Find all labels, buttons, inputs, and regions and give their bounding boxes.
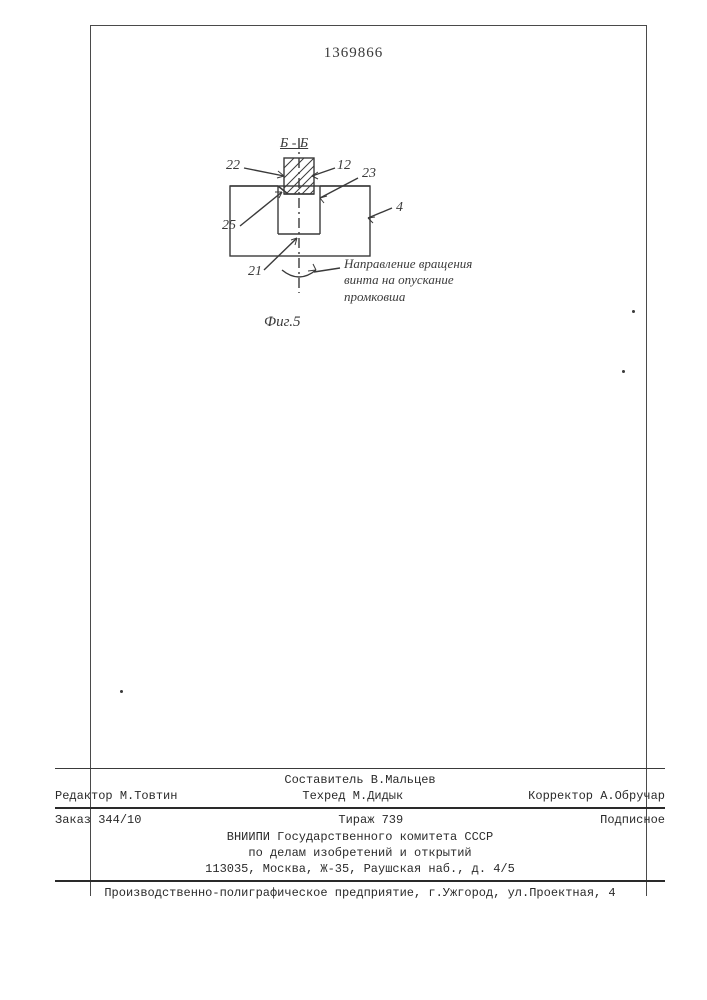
ref-4: 4: [396, 200, 403, 216]
speck: [622, 370, 625, 373]
corrector-name: А.Обручар: [600, 789, 665, 803]
circulation-value: 739: [382, 813, 404, 827]
ref-22: 22: [226, 158, 240, 174]
compiler-row: Составитель В.Мальцев: [55, 772, 665, 788]
ref-25: 25: [222, 218, 236, 234]
imprint-footer: Составитель В.Мальцев Редактор М.Товтин …: [55, 765, 665, 901]
figure-caption: Фиг.5: [264, 314, 300, 331]
order-value: 344/10: [98, 813, 141, 827]
subscription: Подписное: [600, 812, 665, 828]
anno-line-2: винта на опускание: [344, 272, 554, 288]
patent-page: 1369866 Б - Б: [0, 0, 707, 1000]
editor-name: М.Товтин: [120, 789, 178, 803]
order-label: Заказ: [55, 813, 91, 827]
figure-5: Б - Б: [160, 138, 580, 358]
anno-line-1: Направление вращения: [344, 256, 554, 272]
ref-12: 12: [337, 158, 351, 174]
compiler-name: В.Мальцев: [371, 773, 436, 787]
ref-23: 23: [362, 166, 376, 182]
speck: [632, 310, 635, 313]
org-line-2: по делам изобретений и открытий: [55, 845, 665, 861]
corrector-label: Корректор: [528, 789, 593, 803]
compiler-label: Составитель: [284, 773, 363, 787]
ref-21: 21: [248, 264, 262, 280]
anno-line-3: промковша: [344, 289, 554, 305]
credits-row: Редактор М.Товтин Техред М.Дидык Коррект…: [55, 788, 665, 804]
circulation-label: Тираж: [338, 813, 374, 827]
org-line-1: ВНИИПИ Государственного комитета СССР: [55, 829, 665, 845]
printer-line: Производственно-полиграфическое предприя…: [55, 885, 665, 901]
speck: [120, 690, 123, 693]
rotation-annotation: Направление вращения винта на опускание …: [344, 256, 554, 305]
editor-label: Редактор: [55, 789, 113, 803]
org-address: 113035, Москва, Ж-35, Раушская наб., д. …: [55, 861, 665, 877]
order-row: Заказ 344/10 Тираж 739 Подписное: [55, 812, 665, 828]
techred-label: Техред: [302, 789, 345, 803]
patent-number: 1369866: [0, 45, 707, 62]
techred-name: М.Дидык: [353, 789, 403, 803]
